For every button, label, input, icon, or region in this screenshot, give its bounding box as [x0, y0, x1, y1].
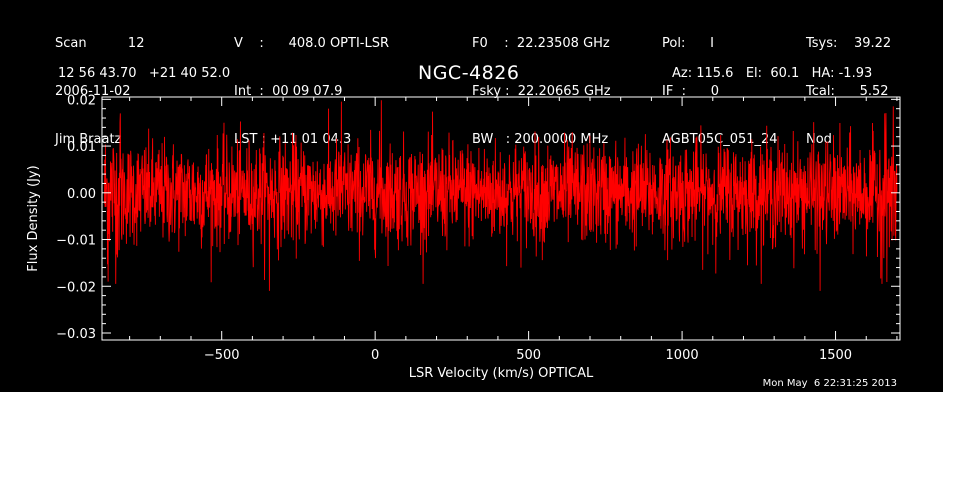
header-coordinates: 12 56 43.70 +21 40 52.0	[58, 66, 231, 81]
y-tick-label-2: 0.00	[67, 187, 96, 202]
header-f0: F0 : 22.23508 GHz	[472, 36, 610, 51]
header-frequency-info: F0 : 22.23508 GHz Fsky : 22.20665 GHz BW…	[472, 4, 611, 180]
header-date: 2006-11-02	[55, 84, 131, 99]
y-tick-label-0: 0.02	[67, 93, 96, 108]
spectrum-chart: −500 0 500 1000 1500 0.02 0.01 0.00 −0.01 −0.02 −0…	[26, 93, 901, 381]
x-tick-label-2: 500	[516, 348, 541, 363]
header-pol: Pol: I	[662, 36, 714, 51]
header-bw: BW : 200.0000 MHz	[472, 132, 609, 147]
header-tsys-info: Tsys: 39.22 Tcal: 5.52 Nod	[806, 4, 891, 180]
header-tsys: Tsys: 39.22	[806, 36, 892, 51]
spectrum-series-0	[104, 100, 898, 291]
x-axis-label: LSR Velocity (km/s) OPTICAL	[409, 366, 594, 381]
header-project: AGBT05C_051_24	[662, 132, 778, 147]
axes-layer: −500 0 500 1000 1500 0.02 0.01 0.00 −0.01 −0.02 −0…	[26, 93, 901, 381]
y-tick-label-4: −0.02	[56, 280, 96, 295]
y-axis-label: Flux Density (Jy)	[26, 165, 41, 271]
spectrum-trace-layer	[104, 100, 898, 291]
header-observer: Jim Braatz	[55, 132, 122, 147]
header-if: IF : 0	[662, 84, 720, 99]
header-velocity-info: V : 408.0 OPTI-LSR Int : 00 09 07.9 LST …	[234, 4, 389, 180]
y-tick-label-1: 0.01	[67, 140, 96, 155]
header-fsky: Fsky : 22.20665 GHz	[472, 84, 611, 99]
x-tick-label-1: 0	[371, 348, 379, 363]
x-tick-label-4: 1500	[819, 348, 852, 363]
plot-frame	[101, 96, 901, 341]
header-velocity: V : 408.0 OPTI-LSR	[234, 36, 390, 51]
x-tick-label-3: 1000	[666, 348, 699, 363]
chart-title: NGC-4826	[418, 62, 520, 84]
x-tick-label-0: −500	[204, 348, 240, 363]
plot-panel: Scan 12 2006-11-02 Jim Braatz V : 408.0 …	[0, 0, 943, 392]
header-pol-info: Pol: I IF : 0 AGBT05C_051_24	[662, 4, 778, 180]
header-scan: Scan 12	[55, 36, 145, 51]
header-tcal: Tcal: 5.52	[806, 84, 889, 99]
header-integration: Int : 00 09 07.9	[234, 84, 343, 99]
header-az-el-ha: Az: 115.6 El: 60.1 HA: -1.93	[672, 66, 873, 81]
y-tick-label-3: −0.01	[56, 234, 96, 249]
footer-timestamp: Mon May 6 22:31:25 2013	[762, 378, 897, 389]
header-scan-info: Scan 12 2006-11-02 Jim Braatz	[55, 4, 144, 180]
y-tick-label-5: −0.03	[56, 327, 96, 342]
